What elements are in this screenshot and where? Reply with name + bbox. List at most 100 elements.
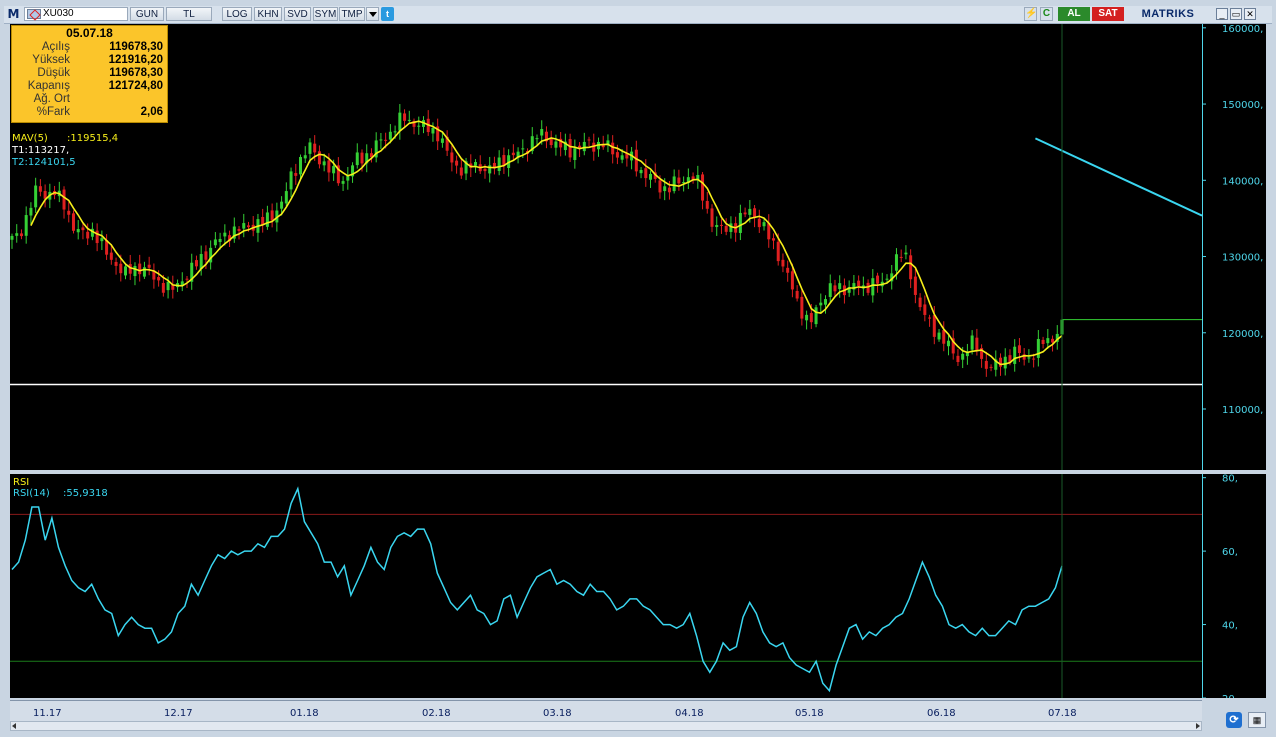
brand-label: MATRIKS bbox=[1141, 8, 1195, 20]
x-tick-label: 02.18 bbox=[422, 708, 451, 719]
symbol-input[interactable]: XU030 bbox=[24, 7, 128, 21]
scroll-left-icon[interactable] bbox=[11, 722, 19, 730]
restore-button[interactable]: ▭ bbox=[1230, 8, 1242, 20]
candle-body bbox=[852, 283, 856, 290]
candle-body bbox=[928, 317, 932, 319]
candle-body bbox=[440, 138, 444, 143]
rsi-line bbox=[11, 486, 1063, 693]
mav-value: :119515,4 bbox=[67, 133, 119, 144]
rsi-chart[interactable] bbox=[10, 474, 1202, 698]
candle-body bbox=[701, 174, 705, 201]
candle-body bbox=[634, 149, 638, 172]
rsi-axis[interactable]: 80, 60, 40, 20, bbox=[1202, 474, 1266, 705]
candle-body bbox=[322, 161, 326, 166]
candle-body bbox=[95, 230, 99, 244]
info-value: 119678,30 bbox=[109, 41, 163, 53]
y-tick-label: 20, bbox=[1222, 694, 1238, 698]
price-chart-panel[interactable] bbox=[10, 24, 1202, 470]
candle-body bbox=[1055, 333, 1059, 342]
candle-body bbox=[549, 138, 553, 146]
x-tick-label: 11.17 bbox=[33, 708, 62, 719]
candle-body bbox=[999, 357, 1003, 367]
candle-body bbox=[237, 228, 241, 231]
sym-button[interactable]: SYM bbox=[313, 7, 338, 21]
candle-body bbox=[658, 180, 662, 193]
candle-body bbox=[767, 223, 771, 240]
candle-body bbox=[994, 359, 998, 370]
candle-body bbox=[980, 348, 984, 359]
candle-body bbox=[743, 212, 747, 215]
candle-body bbox=[923, 304, 927, 315]
lightning-icon[interactable]: ⚡ bbox=[1024, 7, 1038, 21]
info-row-avg: Ağ. Ort bbox=[12, 93, 167, 106]
scroll-right-icon[interactable] bbox=[1193, 722, 1201, 730]
sync-icon[interactable]: ⟳ bbox=[1226, 712, 1242, 728]
candle-body bbox=[1041, 339, 1045, 345]
sell-button[interactable]: SAT bbox=[1092, 7, 1124, 21]
info-label: %Fark bbox=[36, 106, 70, 118]
x-tick-label: 04.18 bbox=[675, 708, 704, 719]
candle-body bbox=[663, 186, 667, 192]
info-row-change: %Fark 2,06 bbox=[12, 106, 167, 119]
candle-body bbox=[341, 181, 345, 184]
minimize-button[interactable]: _ bbox=[1216, 8, 1228, 20]
svd-button[interactable]: SVD bbox=[284, 7, 311, 21]
mav-legend: MAV(5) :119515,4 bbox=[12, 133, 118, 144]
candle-body bbox=[989, 366, 993, 368]
candle-body bbox=[223, 232, 227, 237]
mav-label: MAV(5) bbox=[12, 133, 48, 144]
candle-body bbox=[90, 228, 94, 237]
horizontal-scrollbar[interactable] bbox=[10, 721, 1202, 731]
candle-body bbox=[918, 297, 922, 308]
refresh-icon[interactable]: C bbox=[1040, 7, 1053, 21]
currency-button[interactable]: TL bbox=[166, 7, 212, 21]
candle-body bbox=[242, 223, 246, 229]
candle-body bbox=[100, 238, 104, 242]
candle-body bbox=[152, 270, 156, 280]
candle-body bbox=[43, 190, 47, 199]
buy-button[interactable]: AL bbox=[1058, 7, 1090, 21]
candle-body bbox=[142, 267, 146, 277]
candle-body bbox=[644, 168, 648, 179]
candle-body bbox=[1051, 338, 1055, 343]
y-tick-label: 160000, bbox=[1222, 24, 1263, 35]
candle-body bbox=[682, 182, 686, 184]
info-label: Açılış bbox=[41, 41, 70, 53]
info-value: 119678,30 bbox=[109, 67, 163, 79]
candle-body bbox=[417, 125, 421, 127]
candle-body bbox=[147, 264, 151, 268]
price-chart[interactable] bbox=[10, 24, 1202, 470]
candle-body bbox=[899, 256, 903, 258]
rsi-chart-panel[interactable] bbox=[10, 474, 1202, 698]
candle-body bbox=[379, 139, 383, 141]
candle-body bbox=[365, 153, 369, 164]
template-dropdown-icon[interactable] bbox=[366, 7, 379, 21]
twitter-icon[interactable]: t bbox=[381, 7, 394, 21]
close-button[interactable]: ✕ bbox=[1244, 8, 1256, 20]
candle-body bbox=[81, 227, 85, 231]
candle-body bbox=[521, 148, 525, 150]
candle-body bbox=[857, 280, 861, 287]
candle-body bbox=[474, 162, 478, 166]
candle-body bbox=[904, 252, 908, 255]
khn-button[interactable]: KHN bbox=[254, 7, 282, 21]
candle-body bbox=[984, 360, 988, 369]
price-axis[interactable]: 160000, 150000, 140000, 130000, 120000, 11000… bbox=[1202, 24, 1266, 470]
app-logo[interactable]: M bbox=[7, 7, 20, 21]
candle-body bbox=[757, 218, 761, 228]
candle-body bbox=[724, 225, 728, 232]
candle-body bbox=[109, 252, 113, 260]
period-day-button[interactable]: GUN bbox=[130, 7, 164, 21]
candle-body bbox=[360, 152, 364, 164]
candle-body bbox=[601, 144, 605, 148]
settings-corner-icon[interactable]: ▦ bbox=[1248, 712, 1266, 728]
candle-body bbox=[946, 340, 950, 347]
template-button[interactable]: TMP bbox=[339, 7, 365, 21]
t1-legend: T1:113217, bbox=[12, 145, 70, 156]
candle-body bbox=[407, 119, 411, 121]
candle-body bbox=[975, 337, 979, 351]
log-scale-button[interactable]: LOG bbox=[222, 7, 252, 21]
time-axis[interactable] bbox=[10, 700, 1202, 721]
candle-body bbox=[691, 176, 695, 180]
